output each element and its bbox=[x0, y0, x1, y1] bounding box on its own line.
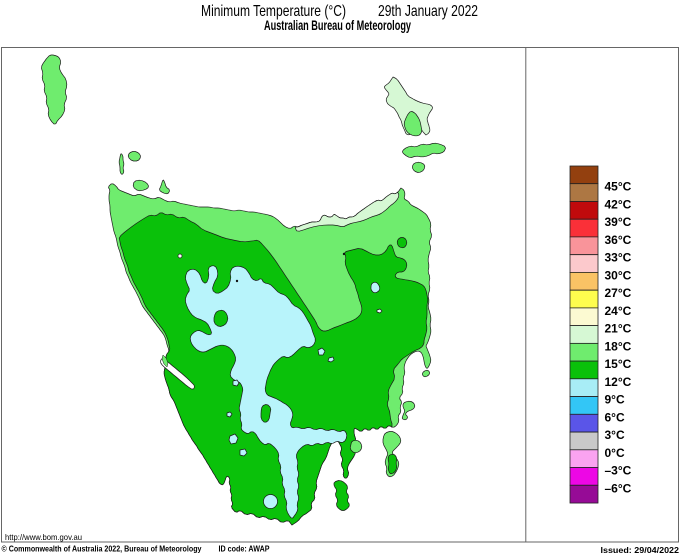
svg-text:–3°C: –3°C bbox=[605, 464, 632, 478]
svg-text:33°C: 33°C bbox=[605, 251, 632, 265]
svg-text:27°C: 27°C bbox=[605, 286, 632, 300]
svg-text:–6°C: –6°C bbox=[605, 481, 632, 495]
svg-text:0°C: 0°C bbox=[605, 446, 625, 460]
svg-text:39°C: 39°C bbox=[605, 215, 632, 229]
svg-text:36°C: 36°C bbox=[605, 233, 632, 247]
svg-text:3°C: 3°C bbox=[605, 428, 625, 442]
svg-text:15°C: 15°C bbox=[605, 357, 632, 371]
svg-text:Australian Bureau of Meteorolo: Australian Bureau of Meteorology bbox=[264, 18, 411, 33]
svg-text:ID code: AWAP: ID code: AWAP bbox=[219, 544, 270, 554]
svg-text:6°C: 6°C bbox=[605, 410, 625, 424]
svg-text:21°C: 21°C bbox=[605, 322, 632, 336]
svg-text:© Commonwealth of Australia 20: © Commonwealth of Australia 2022, Bureau… bbox=[2, 544, 202, 554]
svg-text:9°C: 9°C bbox=[605, 393, 625, 407]
svg-text:Issued: 29/04/2022: Issued: 29/04/2022 bbox=[601, 545, 680, 555]
svg-text:18°C: 18°C bbox=[605, 339, 632, 353]
svg-text:45°C: 45°C bbox=[605, 180, 632, 194]
svg-text:http://www.bom.gov.au: http://www.bom.gov.au bbox=[5, 532, 82, 542]
svg-text:29th January 2022: 29th January 2022 bbox=[378, 3, 478, 20]
svg-text:24°C: 24°C bbox=[605, 304, 632, 318]
svg-text:30°C: 30°C bbox=[605, 268, 632, 282]
svg-text:Minimum Temperature (°C): Minimum Temperature (°C) bbox=[201, 3, 346, 20]
svg-text:42°C: 42°C bbox=[605, 198, 632, 212]
svg-text:12°C: 12°C bbox=[605, 375, 632, 389]
